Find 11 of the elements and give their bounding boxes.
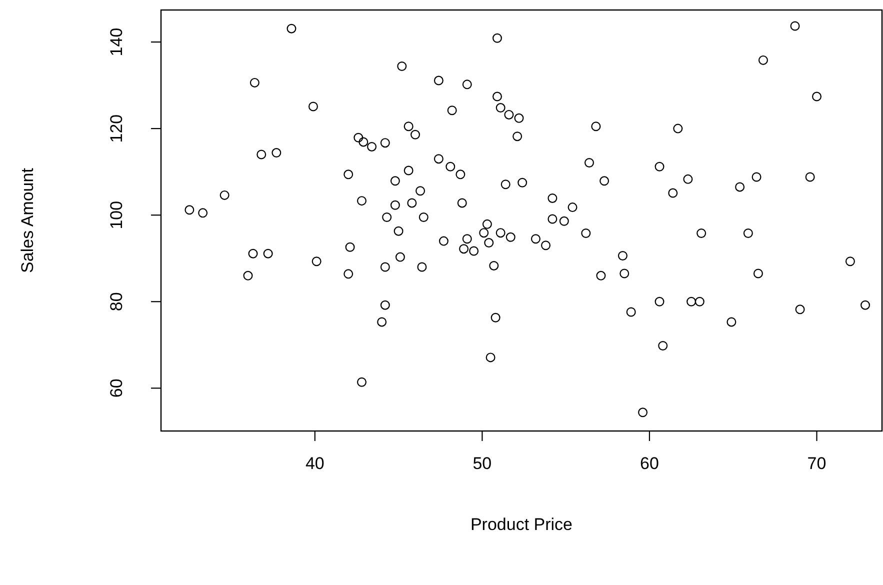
y-tick-label: 120 bbox=[106, 114, 126, 143]
x-tick-label: 50 bbox=[472, 454, 492, 473]
y-tick-label: 140 bbox=[106, 28, 126, 56]
y-tick-label: 60 bbox=[106, 378, 126, 398]
x-tick-label: 70 bbox=[807, 454, 826, 473]
y-tick-label: 100 bbox=[106, 200, 126, 230]
x-axis-title: Product Price bbox=[470, 515, 573, 534]
x-tick-label: 60 bbox=[640, 454, 659, 473]
y-tick-label: 80 bbox=[106, 292, 126, 312]
x-tick-label: 40 bbox=[305, 454, 324, 473]
y-axis-title: Sales Amount bbox=[18, 168, 37, 273]
